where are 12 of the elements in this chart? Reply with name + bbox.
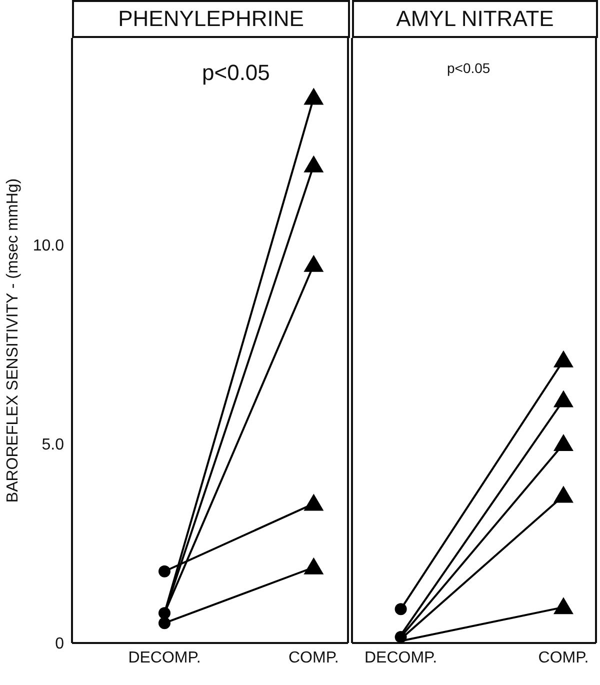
y-tick-label: 0 <box>55 636 64 653</box>
x-tick-label: COMP. <box>538 649 589 666</box>
y-tick-label: 5.0 <box>42 436 64 454</box>
annotation: p<0.05 <box>447 60 490 76</box>
y-tick-label: 10.0 <box>32 238 64 255</box>
x-tick-label: DECOMP. <box>364 649 438 666</box>
x-tick-label: COMP. <box>288 649 339 666</box>
annotation: p<0.05 <box>202 60 270 86</box>
x-tick-label: DECOMP. <box>128 649 201 666</box>
chart-title: AMYL NITRATE <box>396 6 554 32</box>
chart-title: PHENYLEPHRINE <box>118 6 304 32</box>
y-axis-title: BAROREFLEX SENSITIVITY - (msec mmHg) <box>4 178 22 503</box>
